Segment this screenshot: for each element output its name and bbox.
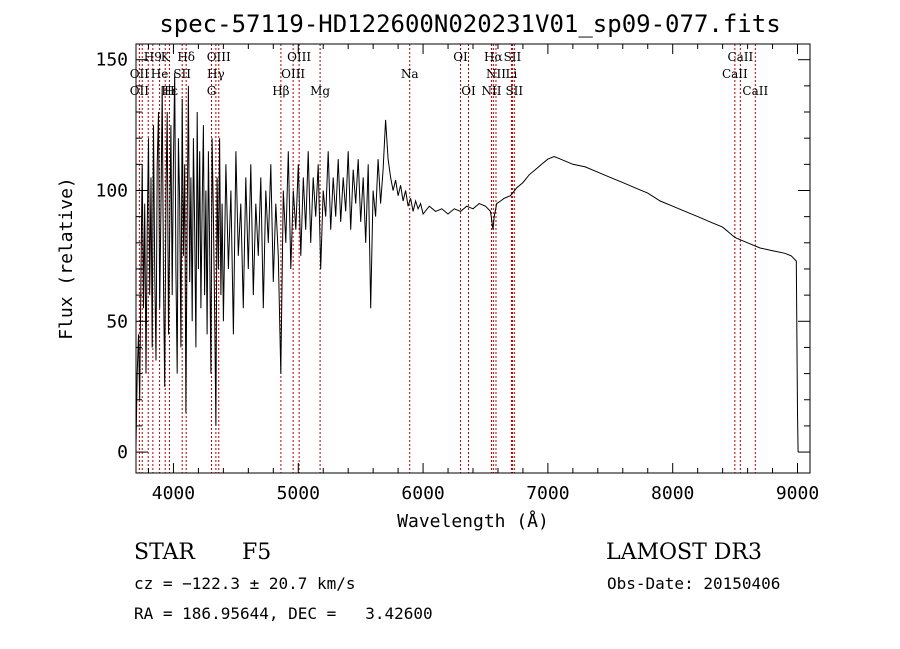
y-tick-label: 0 <box>117 442 128 463</box>
chart-title: spec-57119-HD122600N020231V01_sp09-077.f… <box>159 10 780 38</box>
subclass: F5 <box>242 540 272 565</box>
y-tick-label: 100 <box>95 180 128 201</box>
line-label: K <box>161 50 171 64</box>
line-label: Hβ <box>272 84 289 98</box>
line-label: OI <box>453 50 468 64</box>
line-label: NII <box>481 84 501 98</box>
line-label: He <box>151 67 169 81</box>
line-label: OI <box>461 84 476 98</box>
object-type: STAR <box>134 540 195 565</box>
line-label: OII <box>130 67 150 81</box>
y-tick-label: 50 <box>106 311 128 332</box>
x-axis-label: Wavelength (Å) <box>397 510 549 532</box>
line-label: Mg <box>310 84 330 98</box>
line-label: Hε <box>161 84 178 98</box>
line-label: H <box>164 84 174 98</box>
emission-line-markers <box>138 44 756 473</box>
obs-date: Obs-Date: 20150406 <box>607 574 781 593</box>
line-label: H9 <box>144 50 162 64</box>
line-label: G <box>207 84 217 98</box>
spectrum-chart: spec-57119-HD122600N020231V01_sp09-077.f… <box>56 10 819 532</box>
line-label: SII <box>173 67 191 81</box>
survey-name: LAMOST DR3 <box>606 540 762 565</box>
plot-frame <box>135 43 811 474</box>
line-label: Li <box>506 67 518 81</box>
coordinates: RA = 186.95644, DEC = 3.42600 <box>134 604 433 623</box>
line-label: CaII <box>742 84 768 98</box>
line-label: CaII <box>722 67 748 81</box>
x-tick-label: 7000 <box>526 483 569 504</box>
line-label: NII <box>486 67 506 81</box>
line-label: Hα <box>484 50 503 64</box>
line-label: Hγ <box>207 67 225 81</box>
y-axis-label: Flux (relative) <box>56 177 77 340</box>
line-label: OIII <box>207 50 231 64</box>
spectrum-line <box>135 72 799 453</box>
y-tick-label: 150 <box>95 50 128 71</box>
x-tick-label: 6000 <box>401 483 444 504</box>
x-tick-label: 4000 <box>152 483 195 504</box>
x-tick-label: 5000 <box>277 483 320 504</box>
line-label: OIII <box>281 67 305 81</box>
line-label: OIII <box>287 50 311 64</box>
line-label: SII <box>505 84 523 98</box>
x-tick-label: 9000 <box>776 483 819 504</box>
x-tick-label: 8000 <box>651 483 694 504</box>
axis-ticks: 4000 5000 6000 7000 8000 9000 0 50 100 150 <box>95 44 819 504</box>
line-label: Na <box>401 67 419 81</box>
redshift-text: cz = −122.3 ± 20.7 km/s <box>134 574 356 593</box>
line-label: SII <box>504 50 522 64</box>
line-label: OII <box>130 84 150 98</box>
line-label: CaII <box>727 50 753 64</box>
line-label: Hδ <box>177 50 195 64</box>
